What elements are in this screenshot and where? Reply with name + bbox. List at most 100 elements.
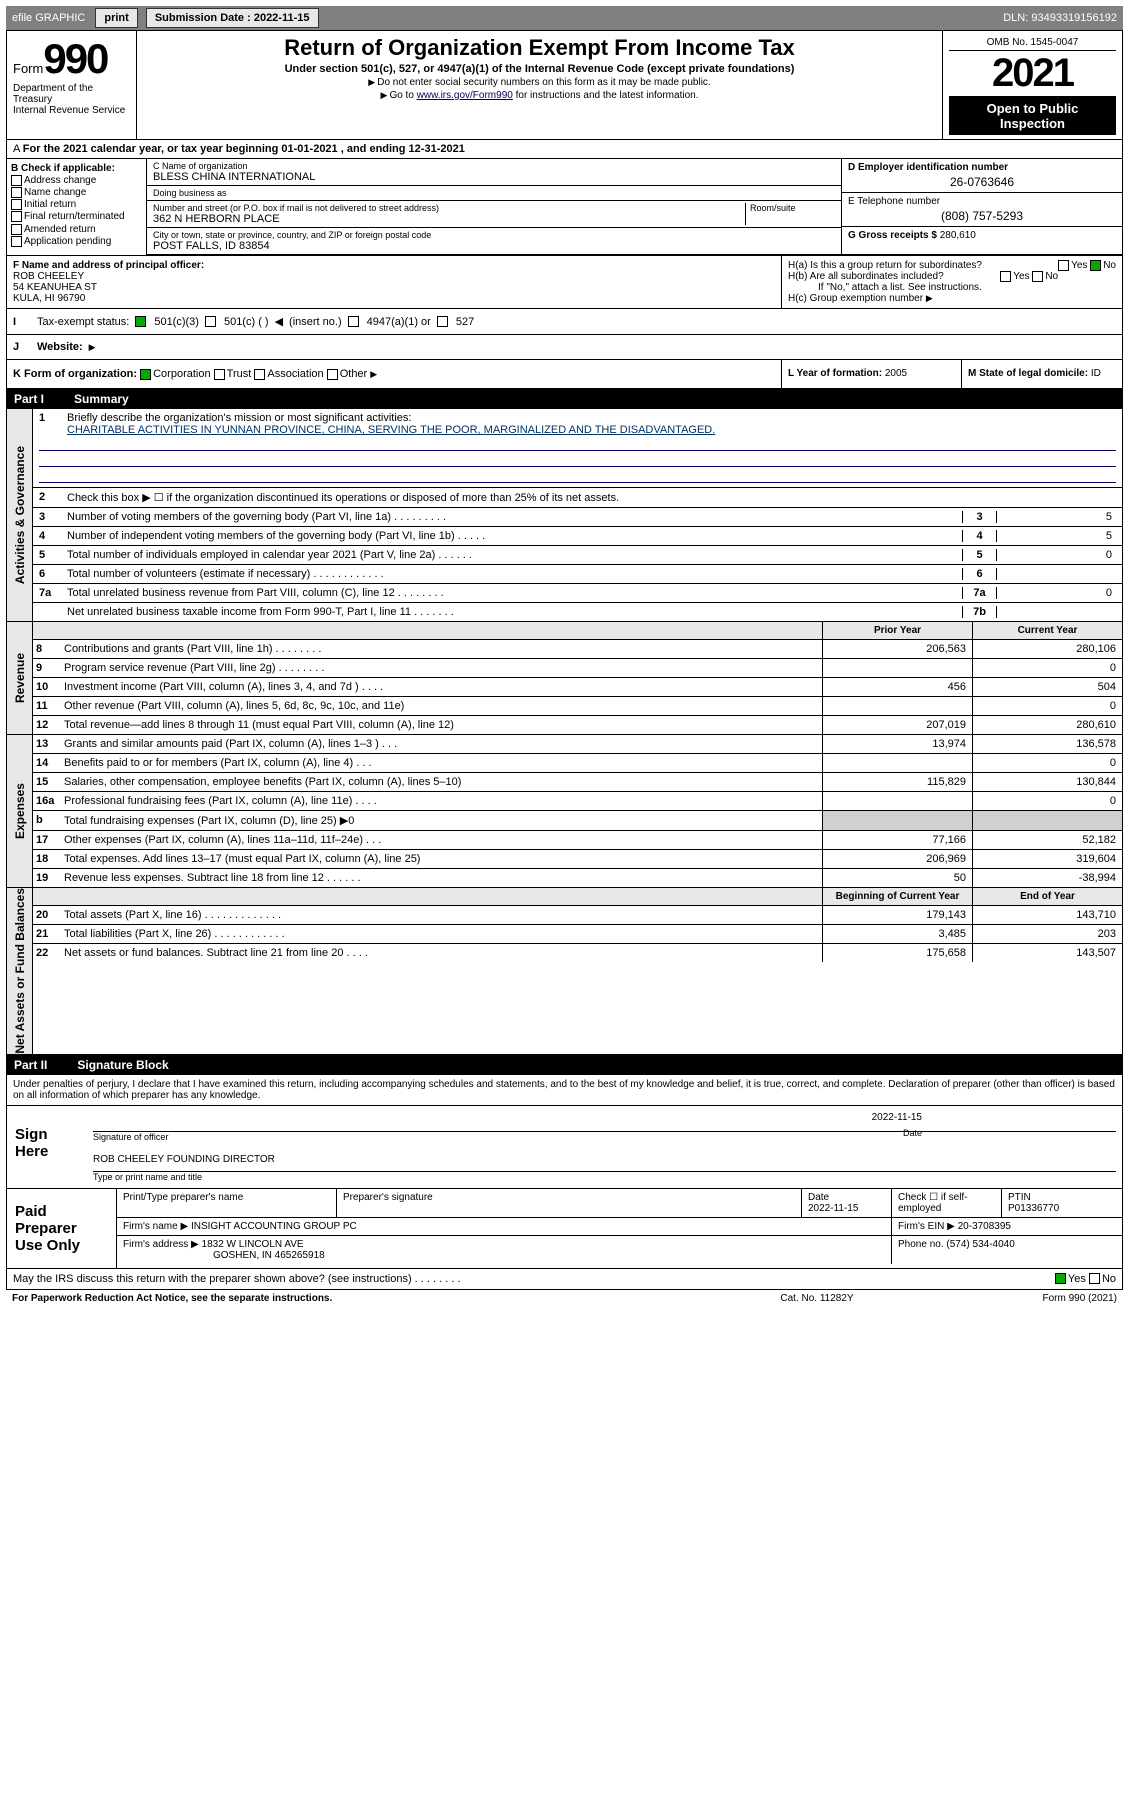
city-state-zip: POST FALLS, ID 83854: [153, 240, 270, 252]
r21-cy: 203: [972, 925, 1122, 943]
cb-final-return[interactable]: Final return/terminated: [24, 212, 125, 223]
dept-label: Department of the Treasury: [13, 83, 130, 105]
r15-cy: 130,844: [972, 773, 1122, 791]
volunteers-count: [996, 568, 1116, 580]
r20-cy: 143,710: [972, 906, 1122, 924]
part1-name: Summary: [74, 392, 129, 406]
part1-num: Part I: [14, 392, 44, 406]
cb-initial-return[interactable]: Initial return: [24, 199, 76, 210]
current-year-hdr: Current Year: [972, 622, 1122, 639]
submission-date-field: Submission Date : 2022-11-15: [146, 8, 319, 28]
cb-501c3[interactable]: [135, 316, 146, 327]
r16a-py: [822, 792, 972, 810]
employees-count: 0: [996, 549, 1116, 561]
prep-name-hdr: Print/Type preparer's name: [117, 1189, 337, 1217]
cb-address-change[interactable]: Address change: [24, 175, 96, 186]
r19-py: 50: [822, 869, 972, 887]
may-no-checkbox[interactable]: [1089, 1273, 1100, 1284]
cb-amended-return[interactable]: Amended return: [24, 224, 96, 235]
state-domicile: ID: [1091, 368, 1101, 379]
i-label: Tax-exempt status:: [37, 316, 129, 328]
note-ssn: Do not enter social security numbers on …: [377, 77, 710, 88]
tax-year: 2021: [949, 51, 1116, 97]
ptin-value: P01336770: [1008, 1203, 1059, 1214]
ha-label: H(a) Is this a group return for subordin…: [788, 260, 982, 271]
tab-revenue: Revenue: [13, 653, 27, 703]
r12-py: 207,019: [822, 716, 972, 734]
r14-cy: 0: [972, 754, 1122, 772]
cat-no: Cat. No. 11282Y: [717, 1293, 917, 1304]
hb-note: If "No," attach a list. See instructions…: [788, 282, 1116, 293]
tab-activities-governance: Activities & Governance: [13, 446, 27, 584]
cb-4947[interactable]: [348, 316, 359, 327]
irs-label: Internal Revenue Service: [13, 105, 130, 116]
sign-date: 2022-11-15: [872, 1112, 922, 1123]
prep-date: 2022-11-15: [808, 1203, 858, 1214]
cb-501c[interactable]: [205, 316, 216, 327]
addr-label: Number and street (or P.O. box if mail i…: [153, 203, 745, 213]
r20-py: 179,143: [822, 906, 972, 924]
officer-typed-name: ROB CHEELEY FOUNDING DIRECTOR: [93, 1154, 275, 1165]
cb-association[interactable]: [254, 369, 265, 380]
prep-sig-hdr: Preparer's signature: [337, 1189, 802, 1217]
irs-link[interactable]: www.irs.gov/Form990: [417, 90, 513, 101]
cb-other[interactable]: [327, 369, 338, 380]
unrelated-revenue: 0: [996, 587, 1116, 599]
note-goto-a: Go to: [389, 90, 416, 101]
cb-corporation[interactable]: [140, 369, 151, 380]
name-title-cap: Type or print name and title: [93, 1172, 1116, 1182]
r14-py: [822, 754, 972, 772]
form-subtitle: Under section 501(c), 527, or 4947(a)(1)…: [147, 63, 932, 75]
open-public-label: Open to Public Inspection: [949, 97, 1116, 135]
officer-addr2: KULA, HI 96790: [13, 293, 85, 304]
line2-text: Check this box ▶ ☐ if the organization d…: [67, 491, 1116, 504]
top-toolbar: efile GRAPHIC print Submission Date : 20…: [6, 6, 1123, 30]
c-name-label: C Name of organization: [153, 161, 835, 171]
form-number: 990: [43, 35, 107, 82]
r17-cy: 52,182: [972, 831, 1122, 849]
cb-application-pending[interactable]: Application pending: [24, 236, 111, 247]
year-formation: 2005: [885, 368, 907, 379]
dln-label: DLN: 93493319156192: [1003, 12, 1117, 24]
r16a-cy: 0: [972, 792, 1122, 810]
officer-addr1: 54 KEANUHEA ST: [13, 282, 97, 293]
r17-py: 77,166: [822, 831, 972, 849]
d-ein-label: D Employer identification number: [848, 162, 1008, 173]
self-employed-check[interactable]: Check ☐ if self-employed: [892, 1189, 1002, 1217]
r13-cy: 136,578: [972, 735, 1122, 753]
efile-label: efile GRAPHIC: [12, 12, 85, 24]
cb-name-change[interactable]: Name change: [24, 187, 86, 198]
form-footer: Form 990 (2021): [917, 1293, 1117, 1304]
gross-receipts-value: 280,610: [940, 230, 976, 241]
may-yes-checkbox[interactable]: [1055, 1273, 1066, 1284]
firm-addr1: 1832 W LINCOLN AVE: [202, 1239, 304, 1250]
tab-net-assets: Net Assets or Fund Balances: [13, 888, 27, 1054]
cb-527[interactable]: [437, 316, 448, 327]
r22-py: 175,658: [822, 944, 972, 962]
org-name: BLESS CHINA INTERNATIONAL: [153, 171, 315, 183]
r18-cy: 319,604: [972, 850, 1122, 868]
r12-cy: 280,610: [972, 716, 1122, 734]
r10-py: 456: [822, 678, 972, 696]
cb-trust[interactable]: [214, 369, 225, 380]
sign-date-cap: Date: [903, 1128, 922, 1138]
r8-py: 206,563: [822, 640, 972, 658]
form-header: Form990 Department of the Treasury Inter…: [6, 30, 1123, 140]
hc-label: H(c) Group exemption number: [788, 293, 923, 304]
line-a-tax-year: A For the 2021 calendar year, or tax yea…: [6, 140, 1123, 159]
firm-ein: 20-3708395: [958, 1221, 1011, 1232]
r21-py: 3,485: [822, 925, 972, 943]
g-receipts-label: G Gross receipts $: [848, 230, 937, 241]
sign-here-label: Sign Here: [7, 1106, 87, 1188]
r11-cy: 0: [972, 697, 1122, 715]
print-button[interactable]: print: [95, 8, 137, 28]
sig-officer-cap: Signature of officer: [93, 1132, 1116, 1142]
hb-label: H(b) Are all subordinates included?: [788, 271, 944, 282]
officer-name: ROB CHEELEY: [13, 271, 84, 282]
may-discuss-text: May the IRS discuss this return with the…: [13, 1273, 1055, 1285]
end-year-hdr: End of Year: [972, 888, 1122, 905]
f-officer-label: F Name and address of principal officer:: [13, 260, 204, 271]
net-unrelated: [996, 606, 1116, 618]
firm-phone: (574) 534-4040: [946, 1239, 1014, 1250]
phone-value: (808) 757-5293: [848, 209, 1116, 223]
